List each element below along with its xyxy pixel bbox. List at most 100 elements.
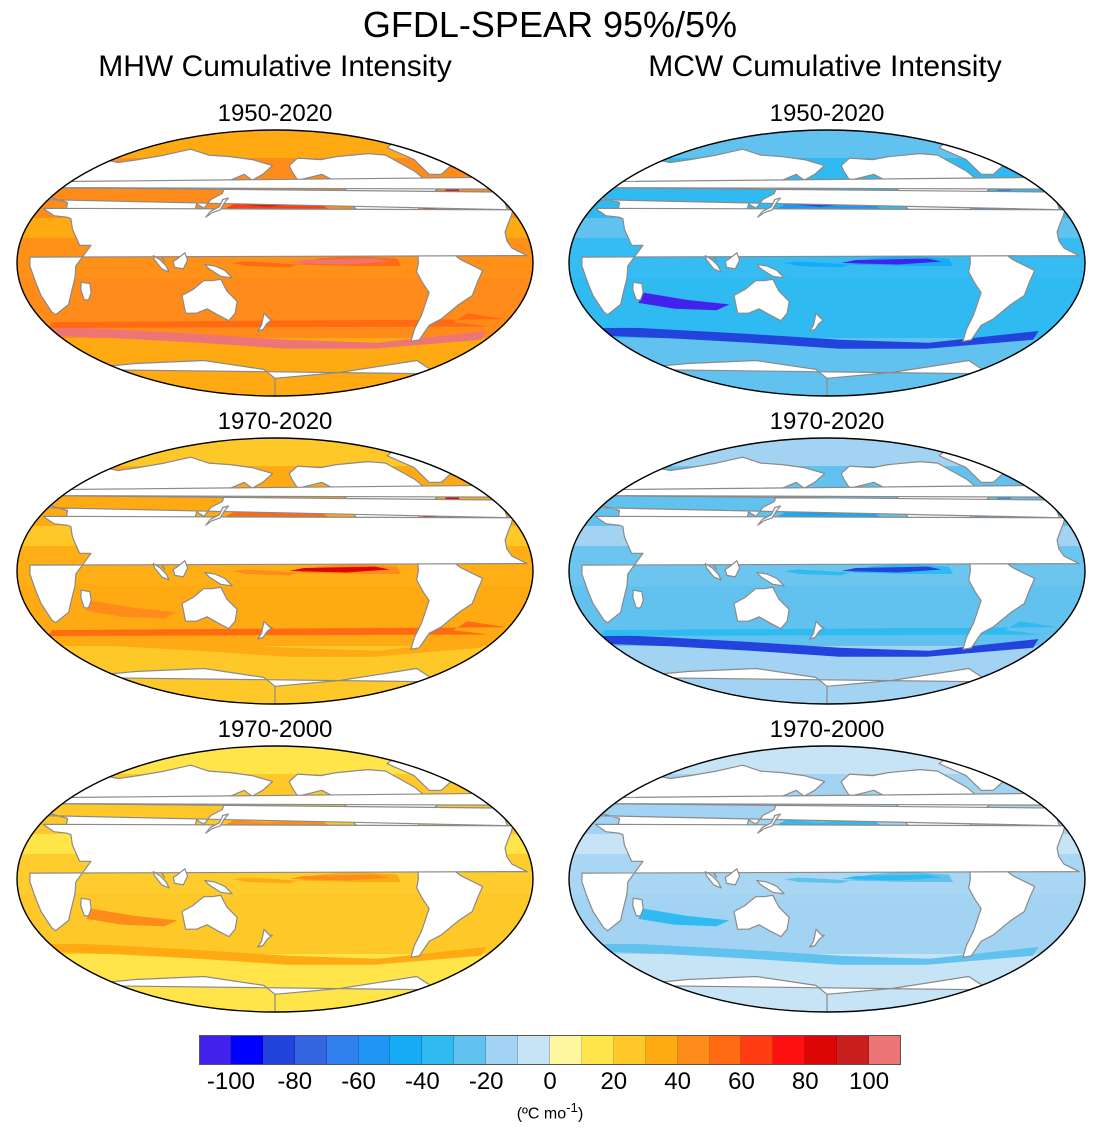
band-indian-ocean — [86, 292, 178, 311]
colorbar-swatch — [613, 1035, 646, 1065]
world-map — [568, 437, 1086, 705]
panel-title: 1970-2000 — [769, 716, 885, 743]
band-south-atlantic — [600, 313, 1059, 328]
band-equatorial-core — [289, 258, 390, 265]
band-indian-ocean — [638, 292, 730, 311]
land-borneo — [172, 252, 189, 270]
colorbar-swatch — [294, 1035, 327, 1065]
colorbar-swatch — [518, 1035, 550, 1065]
land-new-guinea — [756, 879, 785, 895]
colorbar-tick-label: 20 — [600, 1068, 628, 1095]
colorbar-tick-label: 80 — [791, 1068, 819, 1095]
land-iceland — [1013, 164, 1027, 169]
colorbar-swatch — [645, 1035, 678, 1065]
colorbar-units: (ºC mo-1) — [0, 1100, 1100, 1123]
land-new-guinea — [756, 571, 785, 587]
land-madagascar — [632, 589, 644, 609]
colorbar-swatch — [677, 1035, 710, 1065]
land-new-guinea — [204, 571, 233, 587]
land-sumatra — [704, 255, 722, 273]
colorbar-tick-label: 40 — [664, 1068, 691, 1095]
map-panel-mhw-1970-2000: 1970-2000 — [10, 716, 540, 1016]
band-indian-ocean — [86, 600, 178, 619]
band-southern-ocean — [33, 325, 487, 349]
land-south-america — [962, 552, 1036, 650]
world-map — [16, 745, 534, 1013]
band-equatorial-core — [841, 874, 942, 881]
land-japan — [205, 505, 229, 526]
land-south-america — [962, 244, 1036, 342]
land-sumatra — [152, 563, 170, 581]
land-japan — [757, 813, 781, 834]
land-borneo — [724, 560, 741, 578]
panel-title: 1970-2000 — [217, 716, 333, 743]
colorbar-swatch — [869, 1035, 901, 1065]
map-border — [568, 129, 1086, 397]
land-iceland — [1013, 780, 1027, 785]
band-indian-ocean — [86, 908, 178, 927]
land-sumatra — [152, 871, 170, 889]
units-superscript: -1 — [566, 1100, 578, 1115]
land-antarctica — [625, 667, 990, 704]
column-title-mhw: MHW Cumulative Intensity — [98, 50, 452, 83]
land-south-america — [410, 244, 484, 342]
colorbar-swatch — [837, 1035, 870, 1065]
ocean-field — [569, 438, 1085, 704]
colorbar-swatch — [805, 1035, 838, 1065]
colorbar-tick-label: 100 — [849, 1068, 890, 1095]
land-borneo — [724, 868, 741, 886]
land-south-america — [410, 860, 484, 958]
band-southern-ocean — [33, 633, 487, 657]
ocean-field — [17, 746, 533, 1012]
map-border — [568, 745, 1086, 1013]
map-border — [16, 745, 534, 1013]
land-new-zealand — [257, 312, 273, 332]
land-south-america — [962, 860, 1036, 958]
land-borneo — [724, 252, 741, 270]
panel-title: 1950-2020 — [769, 100, 885, 127]
land-new-guinea — [204, 263, 233, 279]
land-antarctica — [625, 975, 990, 1012]
land-sumatra — [704, 563, 722, 581]
band-equatorial-core — [841, 258, 942, 265]
land-sumatra — [704, 871, 722, 889]
world-map — [568, 129, 1086, 397]
map-panel-mhw-1970-2020: 1970-2020 — [10, 408, 540, 708]
land-borneo — [172, 868, 189, 886]
colorbar-swatch — [581, 1035, 614, 1065]
band-southern-ocean — [585, 325, 1039, 349]
colorbar-swatch — [454, 1035, 487, 1065]
band-south-atlantic — [48, 621, 507, 636]
land-new-guinea — [204, 879, 233, 895]
units-label: (ºC mo — [516, 1105, 567, 1123]
colorbar-tick-label: -80 — [277, 1068, 313, 1095]
colorbar-swatch — [550, 1035, 582, 1065]
band-south-atlantic — [600, 929, 1059, 944]
colorbar-swatch — [326, 1035, 359, 1065]
land-japan — [757, 197, 781, 218]
land-japan — [205, 197, 229, 218]
land-south-america — [410, 552, 484, 650]
land-antarctica — [73, 359, 438, 396]
land-australia — [181, 586, 238, 630]
map-border — [568, 437, 1086, 705]
land-australia — [733, 278, 790, 322]
colorbar-tick-label: 0 — [543, 1068, 557, 1095]
colorbar-swatch — [422, 1035, 455, 1065]
map-panel-mhw-1950-2020: 1950-2020 — [10, 100, 540, 400]
land-australia — [181, 894, 238, 938]
land-japan — [205, 813, 229, 834]
land-australia — [181, 278, 238, 322]
panel-title: 1950-2020 — [217, 100, 333, 127]
panel-title: 1970-2020 — [217, 408, 333, 435]
land-madagascar — [632, 281, 644, 301]
land-new-zealand — [257, 620, 273, 640]
world-map — [16, 129, 534, 397]
colorbar-tick-label: -40 — [405, 1068, 440, 1095]
colorbar-swatch — [741, 1035, 774, 1065]
band-southern-ocean — [585, 633, 1039, 657]
land-japan — [757, 505, 781, 526]
colorbar — [199, 1035, 901, 1065]
land-madagascar — [80, 281, 92, 301]
band-southern-ocean — [33, 941, 487, 965]
